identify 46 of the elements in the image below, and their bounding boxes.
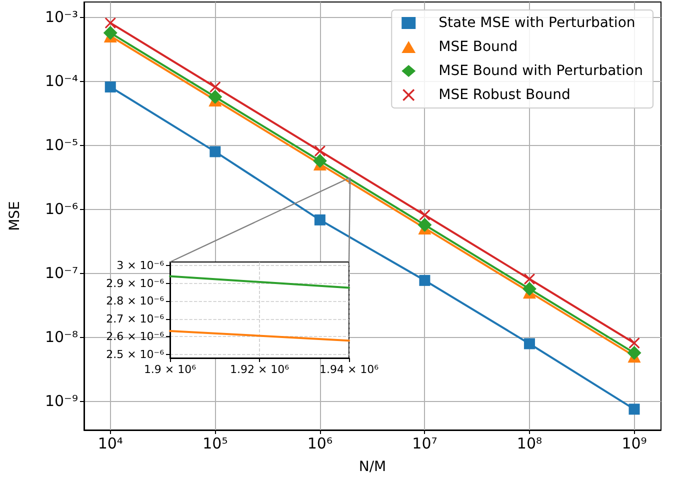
point (628, 338, 640, 349)
y-tick-label: 10⁻⁴ (44, 72, 78, 90)
point (524, 273, 535, 284)
x-tick-label: 10⁷ (412, 434, 438, 452)
legend-label: State MSE with Perturbation (438, 15, 636, 31)
point (628, 404, 640, 415)
y-tick-label: 2.9 × 10⁻⁶ (106, 276, 165, 290)
y-tick-label: 10⁻⁸ (44, 328, 78, 346)
x-axis-title: N/M (358, 459, 386, 475)
legend-label: MSE Bound (438, 39, 518, 55)
x-tick-label: 10⁵ (202, 434, 228, 452)
x-tick-label: 1.94 × 10⁶ (319, 363, 380, 376)
point (210, 146, 221, 158)
point (208, 90, 222, 104)
y-tick-label: 2.5 × 10⁻⁶ (106, 348, 165, 361)
y-tick-label: 10⁻⁹ (44, 392, 78, 410)
x-tick-label: 10⁹ (622, 434, 647, 452)
x-tick-label: 10⁶ (307, 434, 332, 452)
point (522, 282, 536, 296)
y-axis-title: MSE (7, 201, 23, 231)
point (210, 81, 221, 92)
point (419, 209, 430, 220)
point (312, 154, 327, 168)
y-tick-label: 2.7 × 10⁻⁶ (106, 312, 165, 326)
legend-label: MSE Bound with Perturbation (438, 63, 644, 79)
x-tick-label: 10⁴ (98, 434, 123, 452)
x-tick-label: 1.92 × 10⁶ (230, 363, 290, 376)
y-tick-label: 10⁻⁶ (44, 200, 78, 218)
y-tick-label: 3 × 10⁻⁶ (116, 259, 165, 272)
x-tick-label: 1.9 × 10⁶ (144, 363, 197, 376)
point (104, 17, 116, 28)
point (627, 346, 642, 360)
point (104, 81, 116, 92)
y-tick-label: 2.8 × 10⁻⁶ (106, 294, 165, 308)
point (314, 214, 326, 226)
y-tick-label: 2.6 × 10⁻⁶ (106, 330, 165, 344)
point (524, 338, 535, 350)
point (103, 26, 118, 40)
legend-label: MSE Robust Bound (438, 87, 570, 103)
point (418, 218, 432, 232)
y-tick-label: 10⁻⁷ (44, 264, 78, 282)
point (314, 145, 326, 156)
y-tick-label: 10⁻⁵ (44, 136, 78, 154)
y-tick-label: 10⁻³ (44, 8, 78, 26)
x-tick-label: 10⁸ (516, 434, 542, 452)
point (419, 274, 430, 286)
